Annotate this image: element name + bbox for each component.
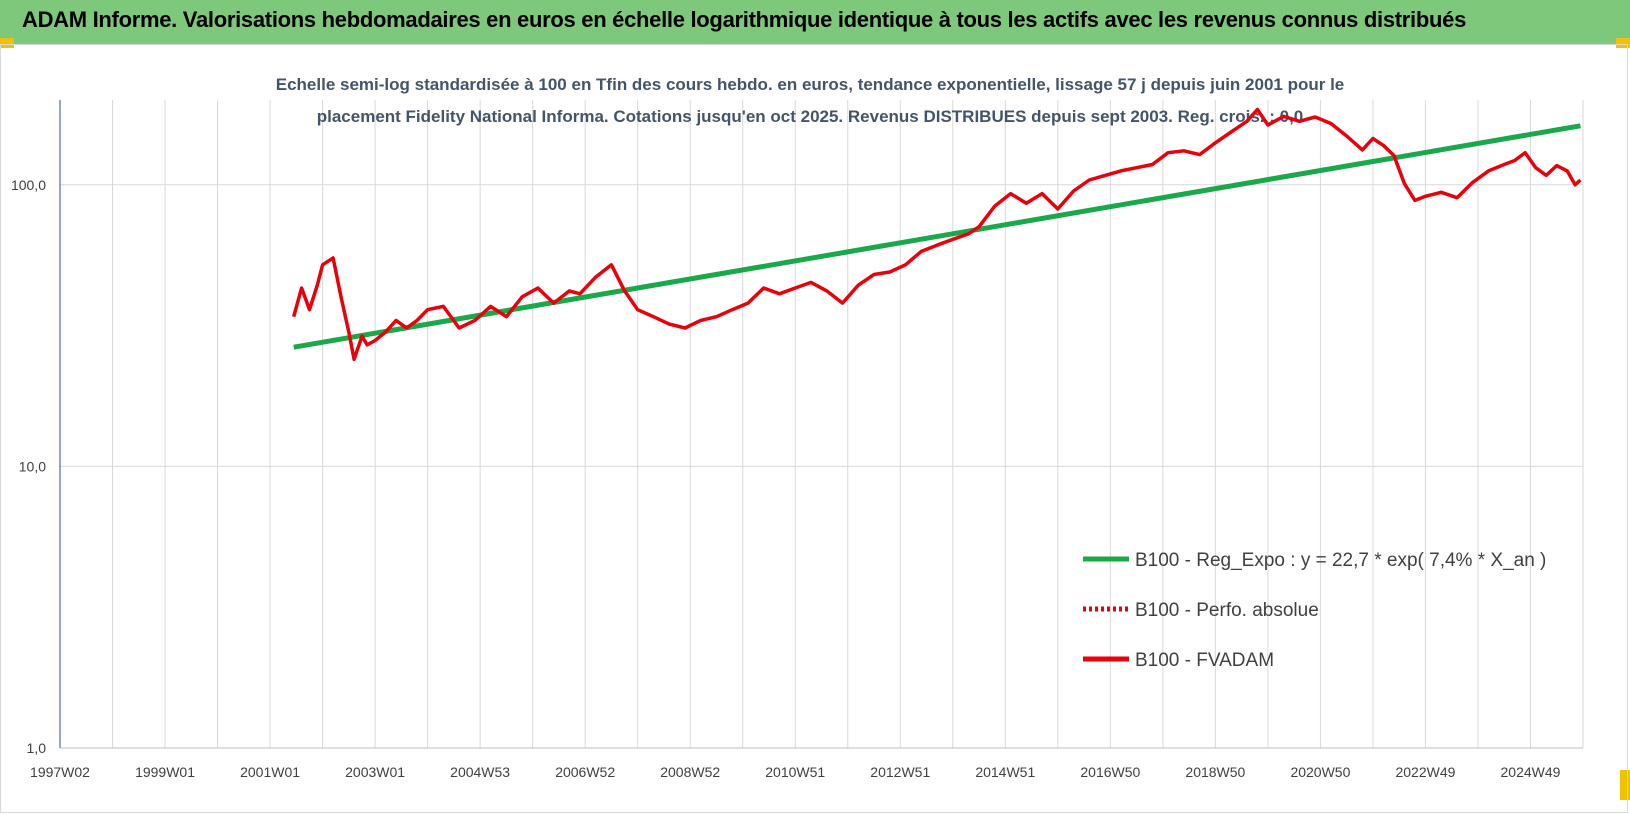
x-tick-label: 2018W50 <box>1185 764 1245 780</box>
x-tick-label: 2016W50 <box>1080 764 1140 780</box>
y-tick-label: 100,0 <box>11 177 46 193</box>
legend-label: B100 - Perfo. absolue <box>1135 600 1319 621</box>
x-tick-label: 2020W50 <box>1290 764 1350 780</box>
chart-title-line2: placement Fidelity National Informa. Cot… <box>317 107 1304 126</box>
x-tick-label: 1997W02 <box>30 764 90 780</box>
axes: 1,0 10,0 100,0 1997W02 1999W01 2001W01 2003W01… <box>11 100 1583 780</box>
corner-marker <box>0 38 14 48</box>
x-tick-label: 2012W51 <box>870 764 930 780</box>
header-bar: ADAM Informe. Valorisations hebdomadaire… <box>0 0 1630 44</box>
x-tick-label: 2014W51 <box>975 764 1035 780</box>
y-tick-label: 1,0 <box>27 740 47 756</box>
y-tick-label: 10,0 <box>19 458 46 474</box>
chart-frame <box>0 44 1628 813</box>
gridlines <box>60 100 1584 748</box>
series-group <box>292 107 1582 362</box>
x-tick-label: 2024W49 <box>1501 764 1561 780</box>
x-tick-label: 2008W52 <box>660 764 720 780</box>
legend-label: B100 - Reg_Expo : y = 22,7 * exp( 7,4% *… <box>1135 550 1546 571</box>
chart-title-line1: Echelle semi-log standardisée à 100 en T… <box>276 75 1345 94</box>
series-line-price <box>292 107 1582 362</box>
x-tick-label: 2022W49 <box>1395 764 1455 780</box>
corner-marker <box>1616 38 1630 48</box>
legend-label: B100 - FVADAM <box>1135 650 1274 671</box>
x-tick-label: 2003W01 <box>345 764 405 780</box>
page-title: ADAM Informe. Valorisations hebdomadaire… <box>22 7 1467 32</box>
x-tick-label: 1999W01 <box>135 764 195 780</box>
corner-marker <box>1620 770 1630 800</box>
x-tick-label: 2004W53 <box>450 764 510 780</box>
x-tick-label: 2010W51 <box>765 764 825 780</box>
series-line-trend <box>293 123 1581 350</box>
x-tick-label: 2001W01 <box>240 764 300 780</box>
legend: B100 - Reg_Expo : y = 22,7 * exp( 7,4% *… <box>1083 550 1546 671</box>
x-tick-label: 2006W52 <box>555 764 615 780</box>
